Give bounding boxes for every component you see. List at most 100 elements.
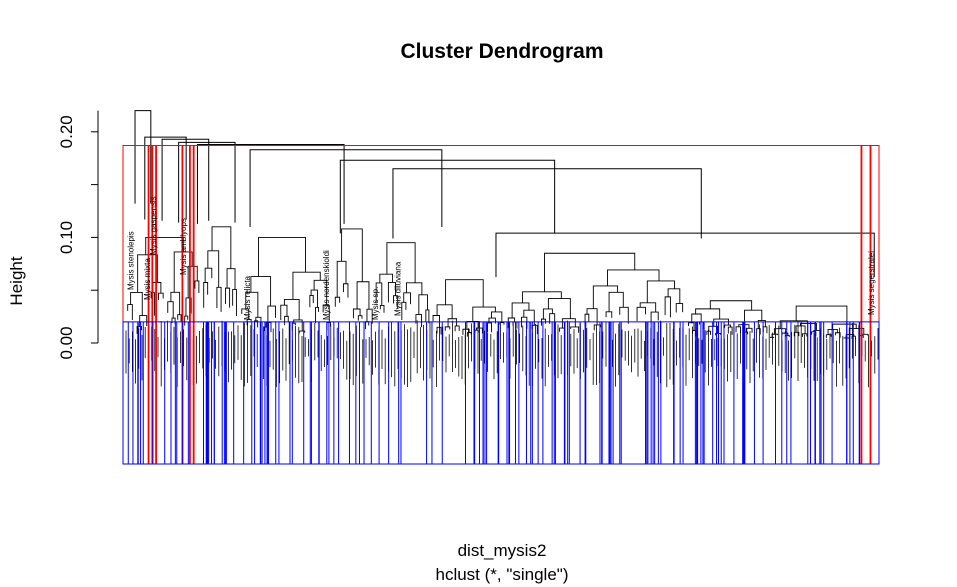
dendrogram-merge: [310, 289, 318, 308]
dendrogram-merge: [171, 317, 176, 325]
dendrogram-merge: [170, 291, 181, 315]
dendrogram-merge: [137, 254, 158, 293]
dendrogram-merge: [695, 308, 721, 320]
leaf-label: Mysis gaspensis: [149, 196, 158, 255]
dendrogram-merge: [184, 315, 189, 326]
dendrogram-merge: [522, 291, 562, 303]
dendrogram-merge: [352, 308, 361, 319]
dendrogram-merge: [706, 330, 712, 335]
dendrogram-merge: [292, 271, 321, 300]
dendrogram-merge: [216, 286, 222, 312]
dendrogram-merge: [547, 298, 571, 319]
dendrogram-merge: [709, 300, 753, 311]
dendrogram-merge: [322, 304, 330, 323]
dendrogram-merge: [608, 291, 624, 312]
dendrogram-merge: [488, 317, 496, 324]
dendrogram-merge: [250, 276, 272, 307]
dendrogram-merge: [735, 326, 741, 334]
dendrogram-merge: [800, 322, 817, 331]
dendrogram-merge: [549, 313, 556, 327]
chart-subtitle: hclust (*, "single"): [435, 565, 568, 584]
dendrogram-merge: [392, 168, 702, 239]
dendrogram-merge: [691, 313, 702, 323]
dendrogram-merge: [341, 228, 363, 282]
dendrogram-merge: [646, 280, 675, 303]
dendrogram-merge: [403, 292, 411, 305]
dendrogram-merge: [762, 326, 768, 334]
dendrogram-merge: [196, 143, 345, 224]
dendrogram-merge: [607, 269, 660, 286]
dendrogram-merge: [280, 304, 288, 321]
dendrogram-merge: [462, 328, 470, 335]
leaf-label: Mysis diluviana: [393, 261, 402, 316]
leaf-label: Mysis stenolepis: [127, 231, 136, 290]
dendrogram-merge: [187, 265, 198, 298]
dendrogram-merge: [246, 319, 252, 326]
dendrogram-merge: [334, 296, 341, 307]
leaf-labels: Mysis stenolepis Mysis mixta Mysis gaspens…: [127, 196, 877, 320]
dendrogram-tree: [125, 110, 879, 388]
dendrogram-merge: [544, 252, 636, 292]
dendrogram-merge: [832, 323, 857, 330]
dendrogram-merge: [756, 328, 761, 335]
dendrogram-merge: [773, 328, 787, 335]
dendrogram-merge: [309, 295, 314, 308]
dendrogram-merge: [584, 313, 590, 327]
leaf-label: Mysis amblyops: [179, 218, 188, 275]
dendrogram-merge: [445, 279, 484, 308]
dendrogram-merge: [593, 324, 601, 331]
dendrogram-merge: [586, 308, 598, 325]
dendrogram-merge: [436, 326, 442, 335]
dendrogram-merge: [139, 315, 148, 327]
dendrogram-merge: [284, 315, 289, 326]
dendrogram-merge: [507, 317, 516, 329]
dendrogram-merge: [667, 288, 681, 304]
dendrogram-merge: [418, 294, 428, 315]
dendrogram-merge: [793, 331, 800, 337]
dendrogram-merge: [664, 296, 671, 318]
dendrogram-merge: [466, 332, 472, 337]
dendrogram-merge: [158, 292, 164, 300]
dendrogram-merge: [639, 302, 657, 313]
dendrogram-merge: [771, 333, 778, 338]
dendrogram-merge: [559, 327, 565, 336]
dendrogram-merge: [356, 281, 370, 310]
dendrogram-merge: [267, 305, 276, 323]
dendrogram-merge: [827, 329, 838, 335]
dendrogram-merge: [134, 110, 152, 204]
dendrogram-merge: [379, 304, 385, 313]
dendrogram-merge: [386, 242, 416, 283]
dendrogram-merge: [444, 326, 451, 331]
dendrogram-merge: [570, 326, 580, 333]
dendrogram-merge: [825, 334, 832, 339]
dendrogram-merge: [724, 324, 732, 328]
leaf-label: Mysis segerstralei: [867, 251, 876, 315]
dendrogram-merge: [225, 287, 231, 308]
dendrogram-merge: [343, 283, 349, 298]
cut-rectangles: [122, 145, 880, 465]
y-axis-label: Height: [7, 256, 26, 305]
dendrogram-merge: [472, 306, 496, 322]
dendrogram-merge: [499, 322, 505, 325]
dendrogram-merge: [425, 309, 430, 324]
dendrogram-merge: [401, 301, 407, 320]
dendrogram-merge: [226, 268, 236, 290]
dendrogram-merge: [436, 304, 453, 319]
leaf-label: Mysis relicta: [243, 275, 252, 320]
dendrogram-merge: [744, 309, 763, 325]
dendrogram-merge: [313, 279, 328, 306]
dendrogram-merge: [675, 303, 684, 313]
dendrogram-merge: [795, 305, 848, 325]
dendrogram-merge: [636, 306, 646, 322]
dendrogram-merge: [379, 273, 394, 283]
dendrogram-merge: [336, 260, 347, 298]
dendrogram-merge: [255, 316, 262, 322]
dendrogram-merge: [542, 308, 553, 320]
dendrogram-merge: [241, 308, 250, 320]
dendrogram-merge: [619, 306, 629, 324]
dendrogram-merge: [405, 282, 423, 295]
dendrogram-merge: [161, 138, 210, 221]
dendrogram-merge: [490, 311, 503, 323]
dendrogram-merge: [387, 282, 396, 303]
